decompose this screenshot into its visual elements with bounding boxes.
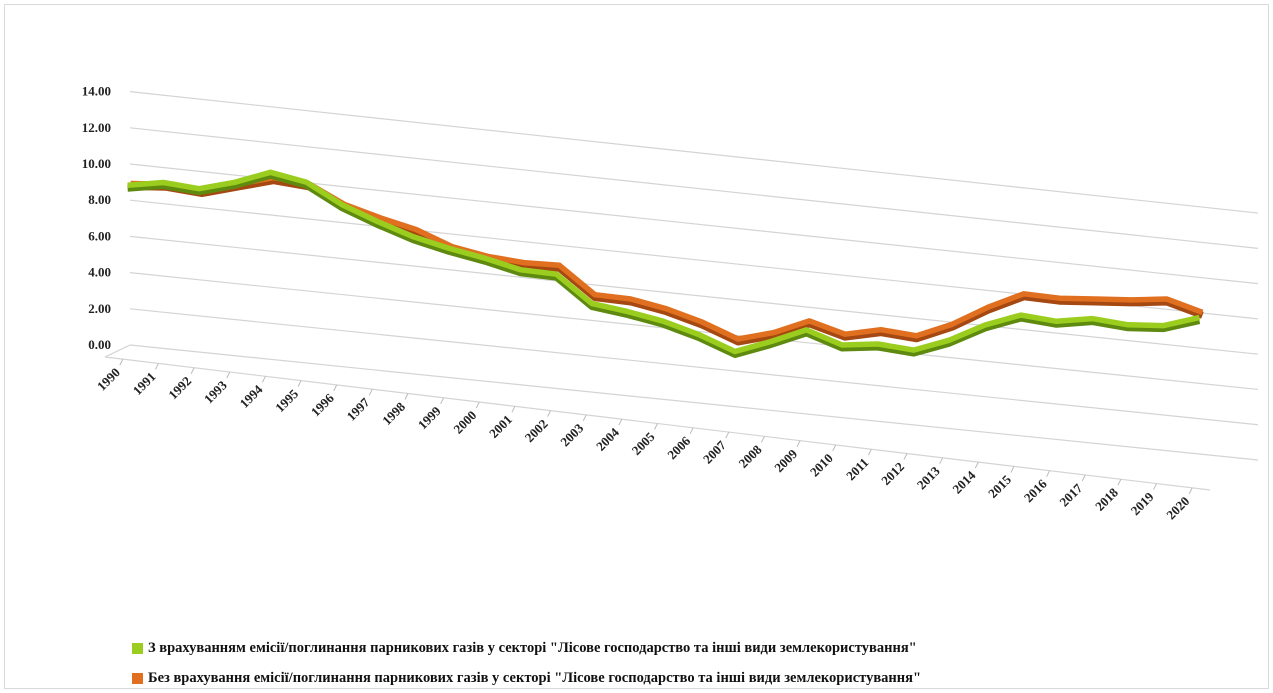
x-tick-mark [1010, 466, 1015, 473]
x-tick-mark [368, 388, 373, 396]
grid-lines [104, 91, 1259, 491]
x-tick-mark [939, 457, 944, 465]
x-tick-label: 2012 [878, 459, 907, 488]
x-tick-label: 2015 [985, 472, 1014, 501]
x-tick-mark [119, 358, 124, 366]
x-tick-label: 2005 [629, 429, 658, 458]
x-tick-label: 1999 [415, 403, 444, 432]
x-tick-mark [190, 367, 195, 374]
x-tick-mark [654, 423, 658, 430]
x-tick-mark [440, 397, 445, 404]
x-tick-mark [867, 449, 872, 456]
legend-item-2: Без врахування емісії/поглинання парнико… [132, 663, 921, 693]
x-tick-mark [1081, 474, 1086, 482]
x-tick-mark [1188, 487, 1193, 495]
x-tick-label: 2001 [486, 412, 515, 441]
x-tick-mark [618, 418, 623, 426]
y-tick-label: 8.00 [88, 192, 111, 207]
y-tick-label: 12.00 [82, 120, 111, 135]
x-tick-mark [796, 440, 801, 447]
x-tick-label: 1992 [165, 373, 194, 402]
x-tick-label: 1990 [94, 365, 123, 394]
series-1-line [127, 169, 1201, 355]
x-tick-label: 2009 [771, 446, 800, 475]
x-tick-label: 2007 [700, 437, 729, 466]
x-tick-label: 1991 [130, 369, 159, 398]
gridline [129, 344, 1259, 461]
x-tick-label: 2004 [593, 424, 622, 453]
y-tick-label: 14.00 [82, 84, 111, 99]
x-tick-label: 1993 [201, 377, 230, 406]
x-tick-label: 2006 [664, 433, 693, 462]
x-tick-label: 1997 [343, 394, 372, 423]
series-1-shadow [127, 171, 1201, 358]
line-chart-3d: 0.00 2.00 4.00 6.00 8.00 10.00 12.00 14.00 1990… [82, 84, 1259, 522]
x-tick-label: 2002 [522, 416, 551, 445]
legend-label-2: Без врахування емісії/поглинання парнико… [148, 669, 922, 686]
x-tick-label: 1994 [237, 381, 266, 410]
x-tick-label: 1998 [379, 399, 408, 428]
x-tick-mark [226, 371, 231, 379]
x-tick-mark [1117, 479, 1122, 486]
x-tick-label: 1996 [308, 390, 337, 419]
x-tick-mark [1153, 483, 1157, 490]
series-lines [127, 169, 1204, 358]
x-tick-label: 2003 [557, 420, 586, 449]
x-axis-ticks: 1990 1991 1992 1993 1994 1995 1996 1997 1998 1999… [94, 358, 1193, 522]
x-tick-mark [832, 444, 837, 452]
x-tick-mark [760, 436, 765, 443]
x-tick-mark [689, 427, 694, 435]
x-tick-mark [974, 461, 979, 469]
x-tick-label: 2018 [1092, 484, 1121, 513]
x-tick-mark [297, 380, 302, 387]
x-tick-label: 2000 [450, 408, 479, 437]
x-tick-mark [333, 384, 338, 392]
x-tick-mark [404, 393, 409, 400]
y-tick-label: 2.00 [88, 301, 111, 316]
x-tick-label: 2011 [843, 455, 871, 483]
y-tick-label: 10.00 [82, 156, 111, 171]
legend-swatch-2 [132, 672, 143, 684]
x-tick-mark [475, 401, 480, 409]
x-tick-label: 1995 [272, 386, 301, 415]
x-tick-label: 2010 [807, 450, 836, 479]
x-tick-mark [1046, 470, 1051, 477]
y-tick-label: 4.00 [88, 265, 111, 280]
gridline [129, 308, 1259, 426]
x-tick-mark [511, 406, 516, 413]
x-tick-mark [155, 363, 159, 370]
y-tick-label: 6.00 [88, 228, 111, 243]
legend-item-1: З врахуванням емісії/поглинання парников… [132, 633, 921, 663]
gridline [129, 127, 1259, 249]
chart-frame: 0.00 2.00 4.00 6.00 8.00 10.00 12.00 14.00 1990… [4, 4, 1269, 689]
legend-label-1: З врахуванням емісії/поглинання парников… [148, 639, 917, 656]
floor-edge [104, 344, 131, 358]
x-tick-mark [582, 414, 587, 422]
x-tick-label: 2008 [736, 442, 765, 471]
x-tick-label: 2019 [1128, 489, 1157, 518]
x-tick-label: 2016 [1021, 476, 1050, 505]
y-axis-ticks: 0.00 2.00 4.00 6.00 8.00 10.00 12.00 14.00 [82, 84, 111, 352]
gridline [129, 163, 1259, 285]
x-tick-mark [903, 453, 908, 460]
legend: З врахуванням емісії/поглинання парников… [132, 633, 921, 693]
x-tick-mark [261, 376, 266, 383]
x-tick-label: 2013 [914, 463, 943, 492]
x-tick-label: 2017 [1056, 480, 1085, 509]
gridline [129, 91, 1259, 214]
x-tick-label: 2014 [949, 467, 978, 496]
x-tick-label: 2020 [1163, 493, 1192, 522]
x-tick-mark [547, 410, 552, 417]
legend-swatch-1 [132, 642, 143, 654]
x-tick-mark [725, 431, 730, 439]
y-tick-label: 0.00 [88, 337, 111, 352]
gridline [129, 235, 1259, 355]
